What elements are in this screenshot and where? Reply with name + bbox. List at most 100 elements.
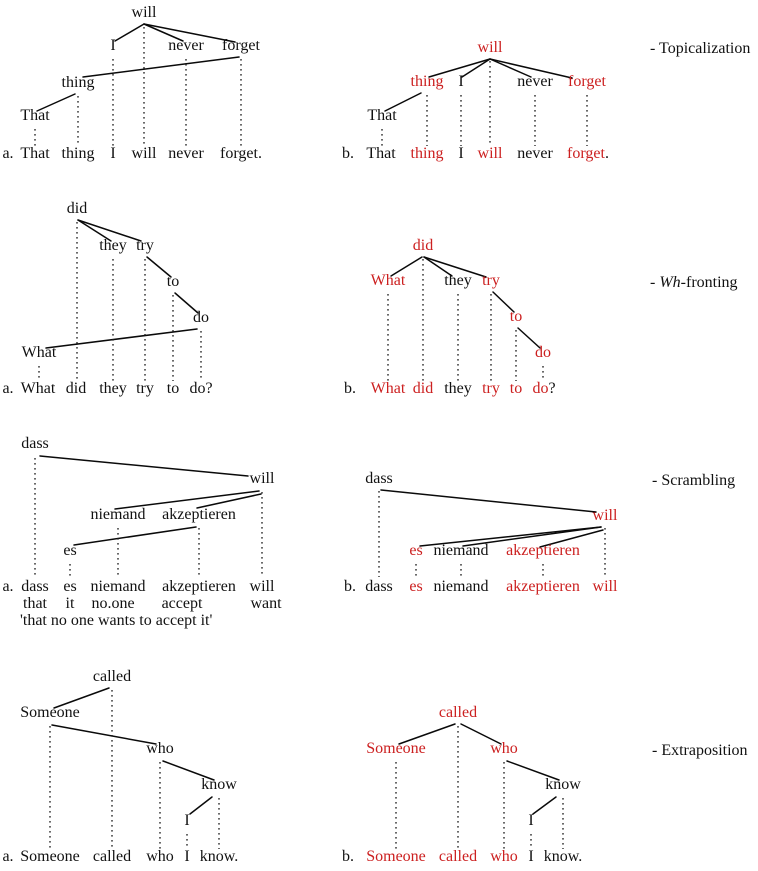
tree-node-word-scrambling-a: dass: [21, 435, 49, 452]
sentence-word-scrambling-a: es: [63, 578, 77, 595]
sentence-word-wh-fronting-b: they: [444, 380, 472, 397]
tree-node-word-scrambling-a: niemand: [90, 506, 146, 523]
tree-node-word-topicalization-b: forget: [568, 73, 606, 90]
sentence-word-wh-fronting-b: do?: [532, 380, 556, 397]
sentence-word-scrambling-a: accept: [161, 595, 203, 612]
punctuation: .: [604, 145, 609, 162]
tree-node-word-scrambling-b: will: [592, 507, 618, 524]
sentence-word-wh-fronting-b: b.: [344, 380, 356, 397]
sentence-word-topicalization-b: forget.: [567, 145, 609, 162]
dependency-edge: [380, 489, 597, 513]
phenomenon-label-part: -fronting: [680, 274, 738, 291]
dependency-edge: [517, 327, 541, 349]
tree-node-word-wh-fronting-b: try: [482, 272, 500, 289]
punctuation: ?: [548, 380, 556, 397]
phenomenon-label: - Wh-fronting: [650, 274, 738, 291]
dependency-edge: [460, 723, 502, 745]
tree-node-word-extraposition-b: know: [545, 776, 581, 793]
sentence-word-wh-fronting-a: try: [136, 380, 154, 397]
tree-node-word-extraposition-a: who: [146, 740, 174, 757]
dependency-edge: [462, 526, 602, 547]
dependency-edge: [162, 760, 215, 781]
sentence-word-scrambling-a: niemand: [90, 578, 146, 595]
tree-node-word-topicalization-a: I: [110, 37, 116, 54]
phenomenon-label-part: -: [650, 274, 660, 291]
sentence-word-extraposition-b: know.: [543, 848, 583, 865]
sentence-word-extraposition-b: who: [490, 848, 518, 865]
tree-node-word-topicalization-b: That: [367, 107, 397, 124]
dependency-edge: [174, 292, 199, 314]
tree-node-word-wh-fronting-a: What: [21, 344, 57, 361]
sentence-word-wh-fronting-b: did: [412, 380, 434, 397]
sentence-word-wh-fronting-a: a.: [2, 380, 14, 397]
dependency-edge: [39, 455, 249, 477]
sentence-word-scrambling-b: dass: [365, 578, 393, 595]
sentence-word-topicalization-b: never: [517, 145, 553, 162]
tree-node-word-wh-fronting-a: try: [136, 237, 154, 254]
phenomenon-label-part: Wh: [659, 274, 681, 291]
dependency-edge: [51, 724, 157, 745]
dependency-edge: [143, 23, 184, 42]
sentence-word-scrambling-a: will: [249, 578, 275, 595]
sentence-word-wh-fronting-a: do?: [189, 380, 213, 397]
dependency-edge: [506, 760, 560, 781]
sentence-word-extraposition-a: Someone: [20, 848, 80, 865]
sentence-word-scrambling-a: want: [250, 595, 282, 612]
sentence-word-topicalization-a: I: [110, 145, 116, 162]
dependency-edge: [492, 291, 515, 313]
tree-node-word-scrambling-b: akzeptieren: [506, 542, 580, 559]
tree-node-word-wh-fronting-b: What: [370, 272, 406, 289]
sentence-word-wh-fronting-b: What: [370, 380, 406, 397]
sentence-word-extraposition-a: who: [146, 848, 174, 865]
sentence-word-extraposition-b: Someone: [366, 848, 426, 865]
sentence-word-extraposition-b: b.: [342, 848, 354, 865]
sentence-word-extraposition-b: I: [528, 848, 534, 865]
tree-node-word-topicalization-b: never: [517, 73, 553, 90]
tree-node-word-extraposition-a: know: [201, 776, 237, 793]
tree-node-word-extraposition-a: Someone: [20, 704, 80, 721]
sentence-word-scrambling-a: 'that no one wants to accept it': [20, 612, 213, 629]
tree-node-word-scrambling-a: will: [249, 470, 275, 487]
tree-node-word-extraposition-b: called: [438, 704, 478, 721]
tree-node-word-wh-fronting-b: did: [412, 237, 434, 254]
tree-node-word-topicalization-a: never: [168, 37, 204, 54]
dependency-edge: [146, 256, 172, 278]
dependency-edge: [53, 687, 110, 709]
dependency-edge: [461, 58, 491, 78]
tree-node-word-wh-fronting-a: they: [99, 237, 127, 254]
dependency-edge: [189, 796, 213, 815]
sentence-word-topicalization-a: forget.: [220, 145, 262, 162]
tree-node-word-scrambling-a: es: [63, 542, 77, 559]
tree-node-word-extraposition-b: Someone: [366, 740, 426, 757]
dependency-edge: [36, 93, 76, 112]
sentence-word-scrambling-a: a.: [2, 578, 14, 595]
dependency-edge: [143, 23, 236, 43]
tree-node-word-wh-fronting-b: do: [535, 344, 551, 361]
dependency-edge: [390, 256, 423, 277]
sentence-word-wh-fronting-a: What: [20, 380, 56, 397]
sentence-word-topicalization-a: never: [168, 145, 204, 162]
sentence-word-scrambling-a: dass: [21, 578, 49, 595]
tree-node-word-topicalization-a: thing: [61, 74, 95, 91]
sentence-word-extraposition-a: know.: [199, 848, 239, 865]
dependency-edge: [114, 490, 260, 510]
sentence-word-scrambling-b: b.: [344, 578, 356, 595]
dependency-edge: [82, 56, 240, 78]
tree-node-word-scrambling-a: akzeptieren: [162, 506, 236, 523]
sentence-word-topicalization-a: That: [20, 145, 50, 162]
dependency-edge: [45, 328, 198, 349]
tree-node-word-topicalization-a: will: [131, 4, 157, 21]
tree-node-word-wh-fronting-b: to: [509, 308, 523, 325]
dependency-edge: [384, 92, 422, 112]
tree-node-word-scrambling-b: es: [409, 542, 423, 559]
sentence-word-wh-fronting-a: they: [99, 380, 127, 397]
tree-node-word-scrambling-b: dass: [365, 470, 393, 487]
tree-node-word-topicalization-b: I: [458, 73, 464, 90]
sentence-word-extraposition-a: a.: [2, 848, 14, 865]
tree-node-word-wh-fronting-a: did: [66, 200, 88, 217]
dependency-edge: [77, 219, 112, 242]
phenomenon-label-part: - Extraposition: [652, 742, 748, 759]
tree-node-word-topicalization-a: That: [20, 107, 50, 124]
